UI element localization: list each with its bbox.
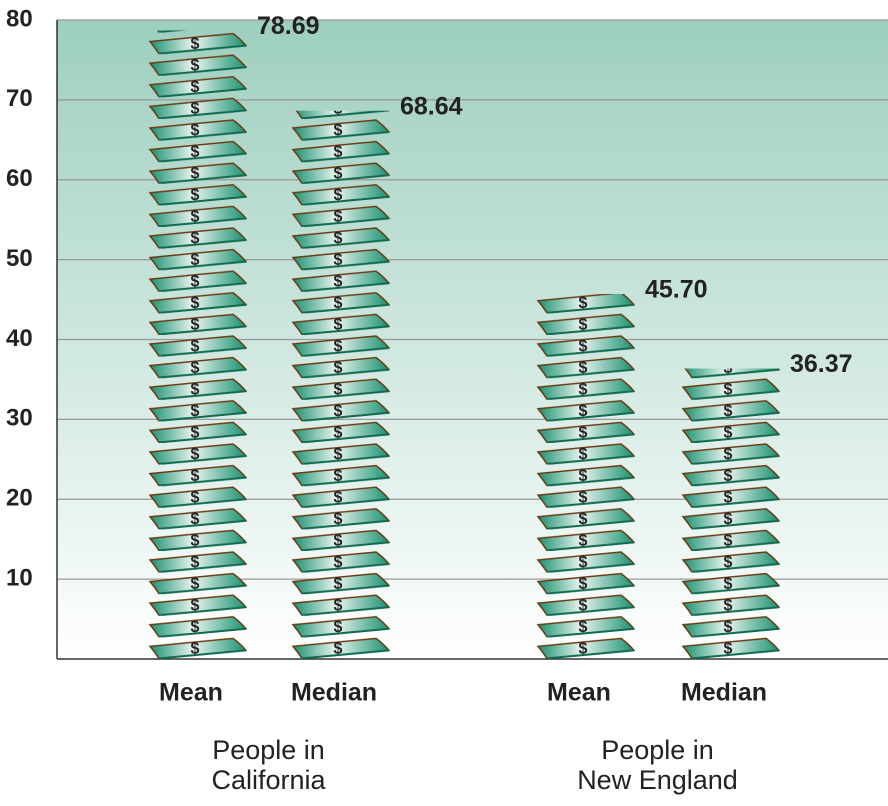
value-label: 78.69	[257, 12, 320, 40]
y-tick-label: 70	[6, 85, 33, 112]
y-tick-label: 10	[6, 564, 33, 591]
group-label: People in	[212, 735, 325, 765]
y-tick-label: 30	[6, 405, 33, 432]
x-tick-label: Mean	[547, 679, 611, 707]
value-label: 36.37	[790, 350, 853, 378]
group-label: New England	[577, 765, 738, 795]
y-tick-label: 80	[6, 5, 33, 32]
bar	[680, 368, 780, 659]
y-tick-label: 50	[6, 245, 33, 272]
value-label: 45.70	[645, 276, 708, 304]
value-label: 68.64	[400, 92, 463, 120]
bar	[535, 293, 635, 659]
x-tick-label: Median	[291, 679, 377, 707]
y-tick-label: 60	[6, 165, 33, 192]
y-tick-label: 20	[6, 485, 33, 512]
x-tick-label: Mean	[159, 679, 223, 707]
y-tick-label: 40	[6, 325, 33, 352]
group-label: People in	[601, 735, 714, 765]
bar	[147, 30, 247, 660]
bar	[290, 110, 390, 660]
x-tick-label: Median	[681, 679, 767, 707]
group-label: California	[211, 765, 326, 795]
